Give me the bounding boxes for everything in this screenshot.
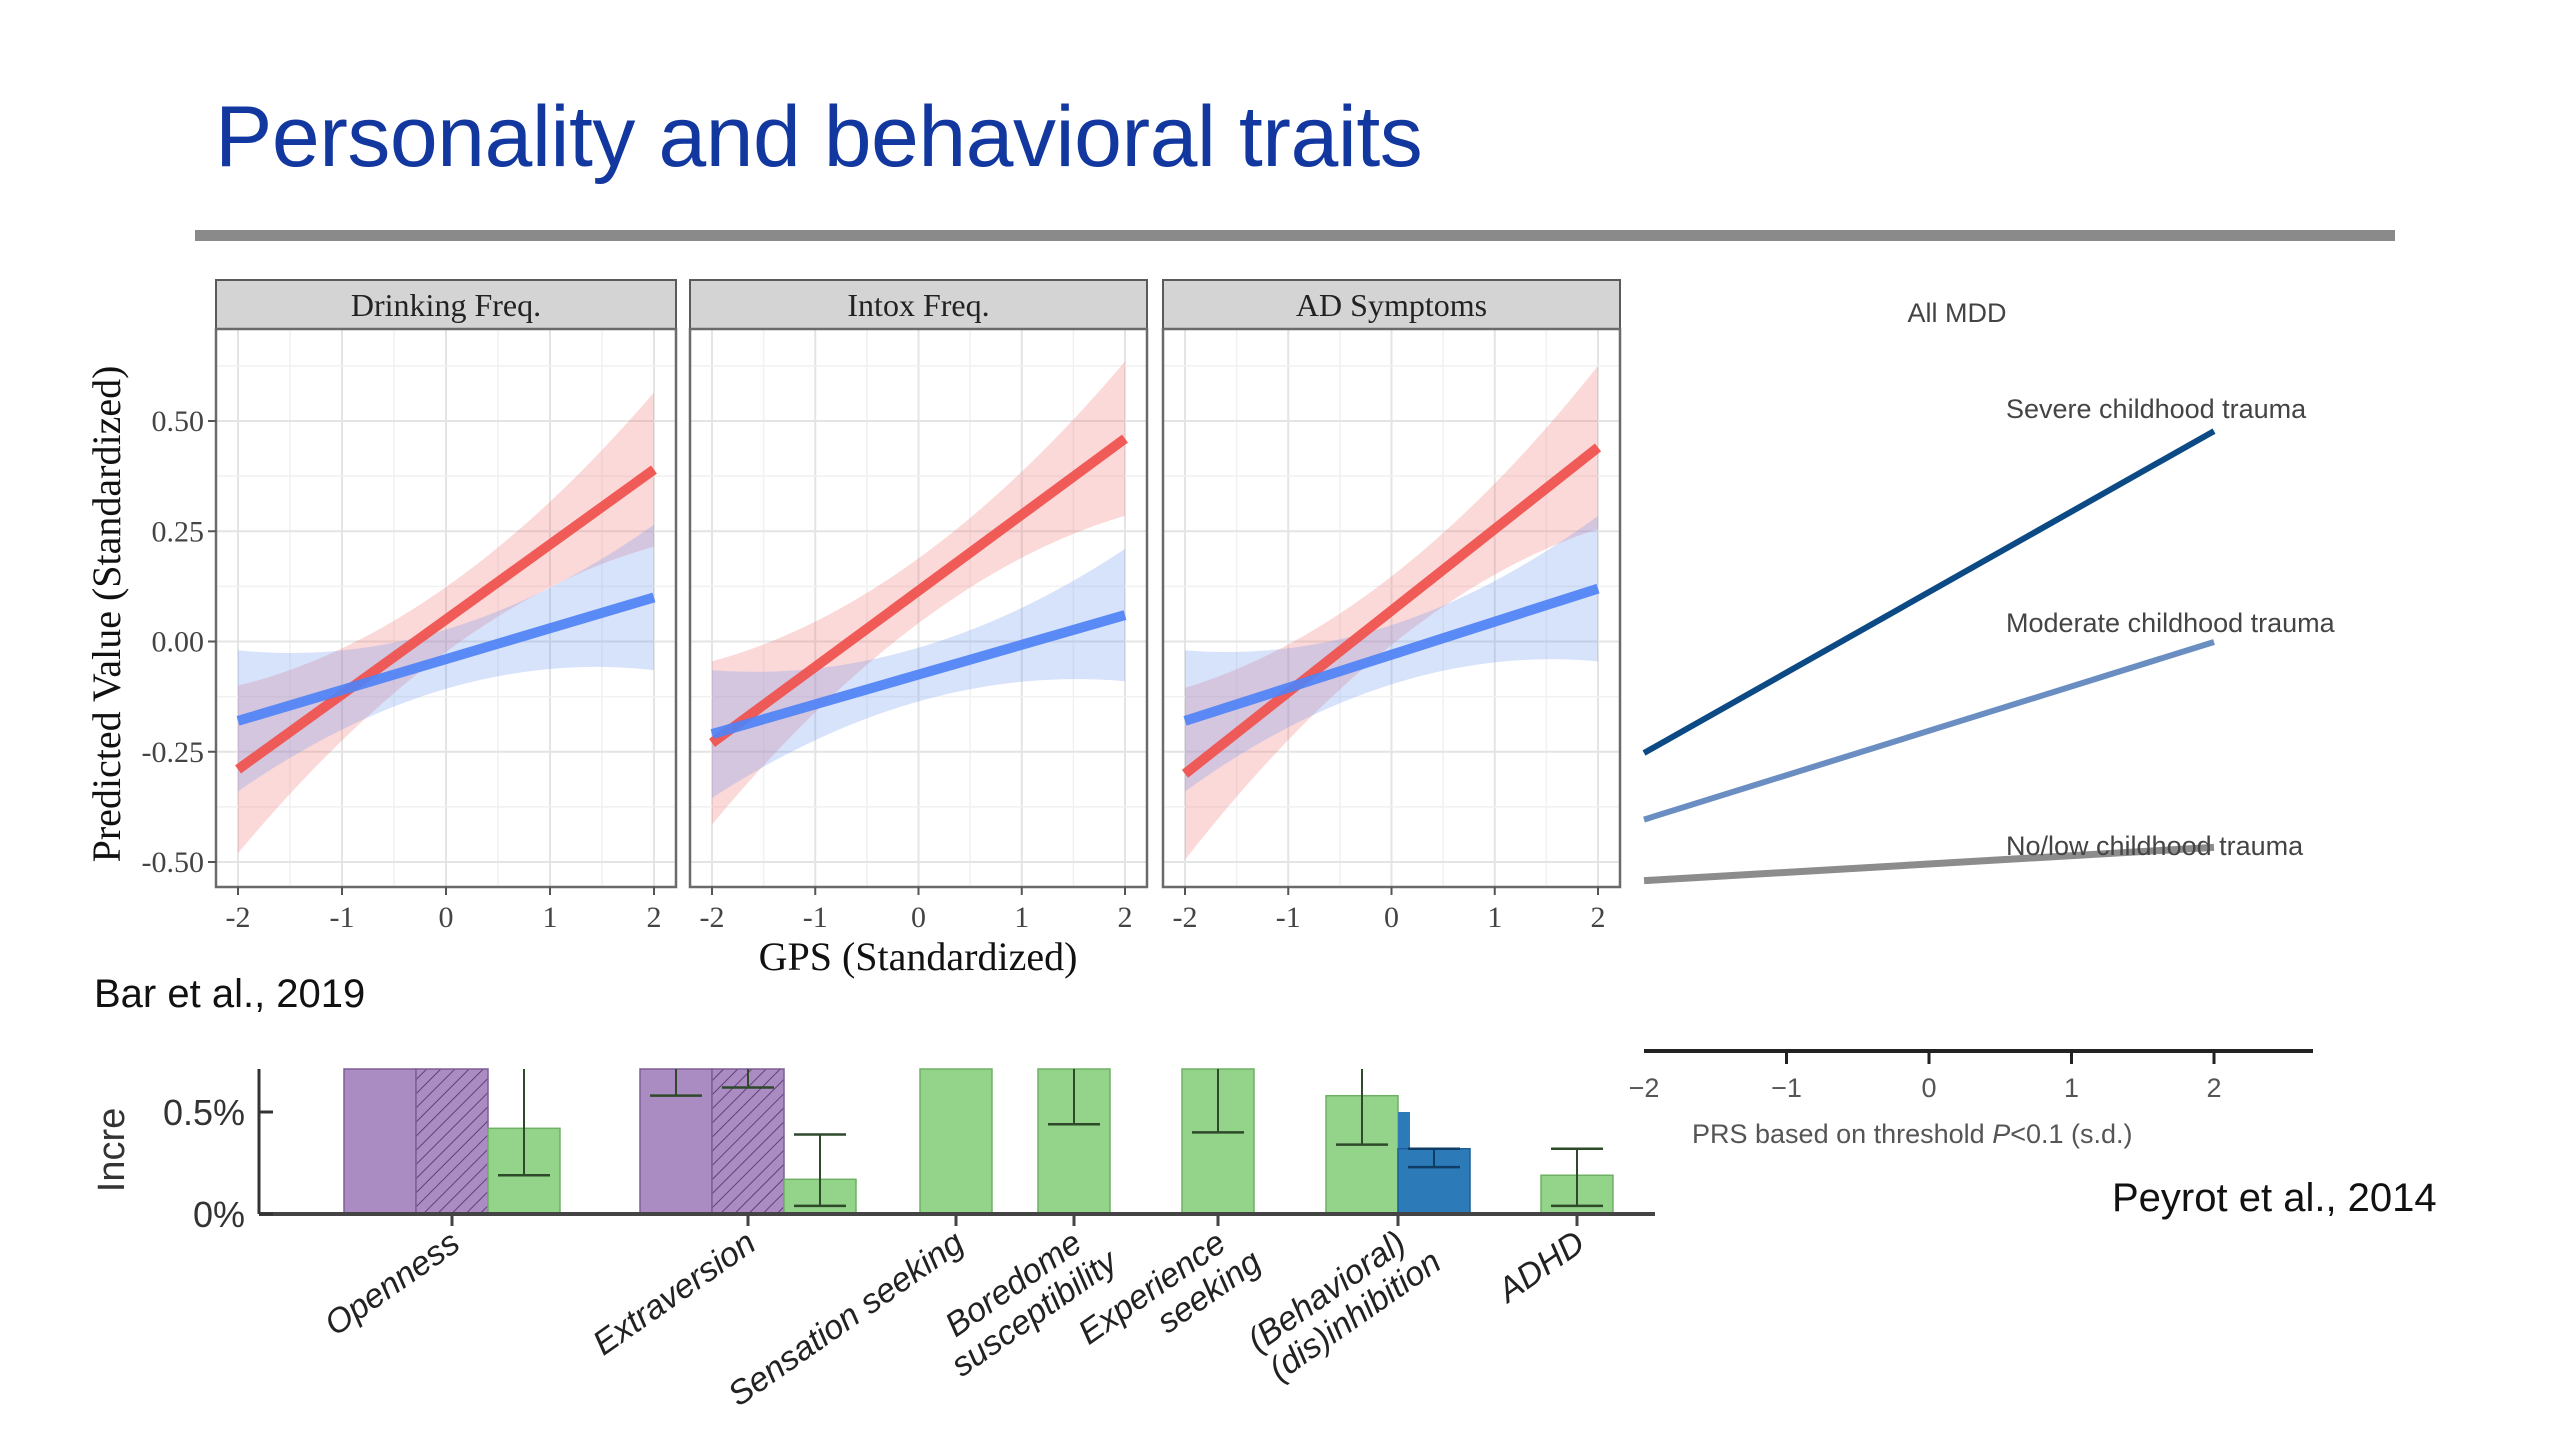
bar-group xyxy=(711,1068,785,1215)
line-not-in-relationship xyxy=(709,434,1128,747)
x-tick-label: 0 xyxy=(911,901,926,934)
x-axis-title: PRS based on threshold P<0.1 (s.d.) xyxy=(1692,1119,2133,1149)
bar xyxy=(919,1068,993,1215)
x-axis-title: GPS (Standardized) xyxy=(759,934,1078,979)
y-tick-label: 0.25 xyxy=(152,515,205,548)
bar-group xyxy=(1540,1147,1614,1215)
facet-title: Drinking Freq. xyxy=(351,287,541,323)
x-tick-label: 2 xyxy=(1118,901,1133,934)
category-label-line: Extraversion xyxy=(586,1223,763,1363)
x-tick-label: -1 xyxy=(330,901,355,934)
line-not-in-relationship xyxy=(1181,443,1602,778)
category-label: Experienceseeking xyxy=(1071,1213,1268,1382)
y-tick-label: -0.50 xyxy=(142,846,205,879)
y-axis-title: Incre xyxy=(91,1108,133,1192)
category-label-line: ADHD xyxy=(1489,1223,1591,1311)
x-tick-label: -2 xyxy=(1173,901,1198,934)
line-in-relationship xyxy=(710,610,1127,739)
category-label: ADHD xyxy=(1489,1223,1591,1311)
slide-title: Personality and behavioral traits xyxy=(215,89,1423,185)
bar xyxy=(711,1068,785,1215)
bar-group xyxy=(487,1069,561,1215)
bar-group xyxy=(415,1068,489,1215)
x-tick-label: 1 xyxy=(543,901,558,934)
x-tick-label: -2 xyxy=(226,901,251,934)
facet-header xyxy=(689,279,1148,330)
x-tick-label: 1 xyxy=(2064,1073,2079,1103)
x-tick-label: 2 xyxy=(647,901,662,934)
bar xyxy=(415,1068,489,1215)
category-label-line: Openness xyxy=(318,1223,467,1343)
bar-group xyxy=(1325,1069,1399,1215)
facet-title: AD Symptoms xyxy=(1296,287,1487,323)
x-axis-title-italic-p: P xyxy=(1992,1119,2010,1149)
facet-panel: AD Symptoms -2 -1 0 1 2 xyxy=(1161,279,1622,934)
citation-peyrot-2014: Peyrot et al., 2014 xyxy=(2112,1176,2437,1220)
y-tick-label: -0.25 xyxy=(142,736,205,769)
line-not-in-relationship xyxy=(235,465,657,774)
citation-bar-2019: Bar et al., 2019 xyxy=(94,972,366,1016)
x-tick-label: 0 xyxy=(1921,1073,1936,1103)
series-label: No/low childhood trauma xyxy=(2006,831,2304,861)
peyrot-line-chart: All MDD Severe childhood trauma Moderate c… xyxy=(1629,298,2336,1149)
facet-header xyxy=(215,279,677,330)
bar-group xyxy=(1397,1112,1471,1215)
bar-group xyxy=(343,1068,417,1215)
series-line xyxy=(1643,843,2215,885)
x-tick-label: −1 xyxy=(1771,1073,1802,1103)
x-tick-label: -1 xyxy=(803,901,828,934)
series-label: Severe childhood trauma xyxy=(2006,394,2307,424)
category-label: Openness xyxy=(318,1223,467,1343)
x-tick-label: 1 xyxy=(1487,901,1502,934)
y-tick-label: 0.00 xyxy=(152,626,205,659)
line-in-relationship xyxy=(236,592,656,726)
x-tick-label: 0 xyxy=(439,901,454,934)
category-label: Extraversion xyxy=(586,1223,763,1363)
y-axis-title: Predicted Value (Standardized) xyxy=(84,366,129,863)
facet-line-chart: Drinking Freq. -2 -1 0 1 2 0.50 0.25 0.00 -0.25 -0… xyxy=(84,279,1622,979)
y-tick-label: 0.5% xyxy=(163,1092,245,1133)
x-tick-label: -2 xyxy=(700,901,725,934)
category-label: (Behavioral)(dis)inhibition xyxy=(1241,1213,1448,1389)
chart-title: All MDD xyxy=(1908,298,2007,328)
x-tick-label: −2 xyxy=(1629,1073,1660,1103)
x-tick-label: 1 xyxy=(1014,901,1029,934)
line-in-relationship xyxy=(1183,583,1600,726)
x-tick-label: -1 xyxy=(1276,901,1301,934)
y-tick-label: 0% xyxy=(193,1194,245,1235)
bar-group xyxy=(1037,1068,1111,1215)
facet-panel: Intox Freq. -2 -1 0 1 2 xyxy=(688,279,1149,934)
facet-header xyxy=(1162,279,1621,330)
bar xyxy=(343,1068,417,1215)
bar-group xyxy=(919,1068,993,1215)
bar-group xyxy=(783,1133,857,1215)
series-label: Moderate childhood trauma xyxy=(2006,608,2336,638)
facet-panel: Drinking Freq. -2 -1 0 1 2 0.50 0.25 0.00 -0.25 -0… xyxy=(142,279,678,934)
series-line xyxy=(1642,428,2216,756)
title-divider xyxy=(195,230,2395,241)
x-tick-label: 2 xyxy=(2206,1073,2221,1103)
x-axis-title-part: <0.1 (s.d.) xyxy=(2010,1119,2132,1149)
bar-group xyxy=(1181,1068,1255,1215)
x-axis-title-part: PRS based on threshold xyxy=(1692,1119,1992,1149)
x-tick-label: 2 xyxy=(1591,901,1606,934)
facet-title: Intox Freq. xyxy=(847,287,989,323)
x-tick-label: 0 xyxy=(1384,901,1399,934)
bar-group xyxy=(639,1068,713,1215)
series-line xyxy=(1643,639,2215,823)
y-tick-label: 0.50 xyxy=(152,405,205,438)
